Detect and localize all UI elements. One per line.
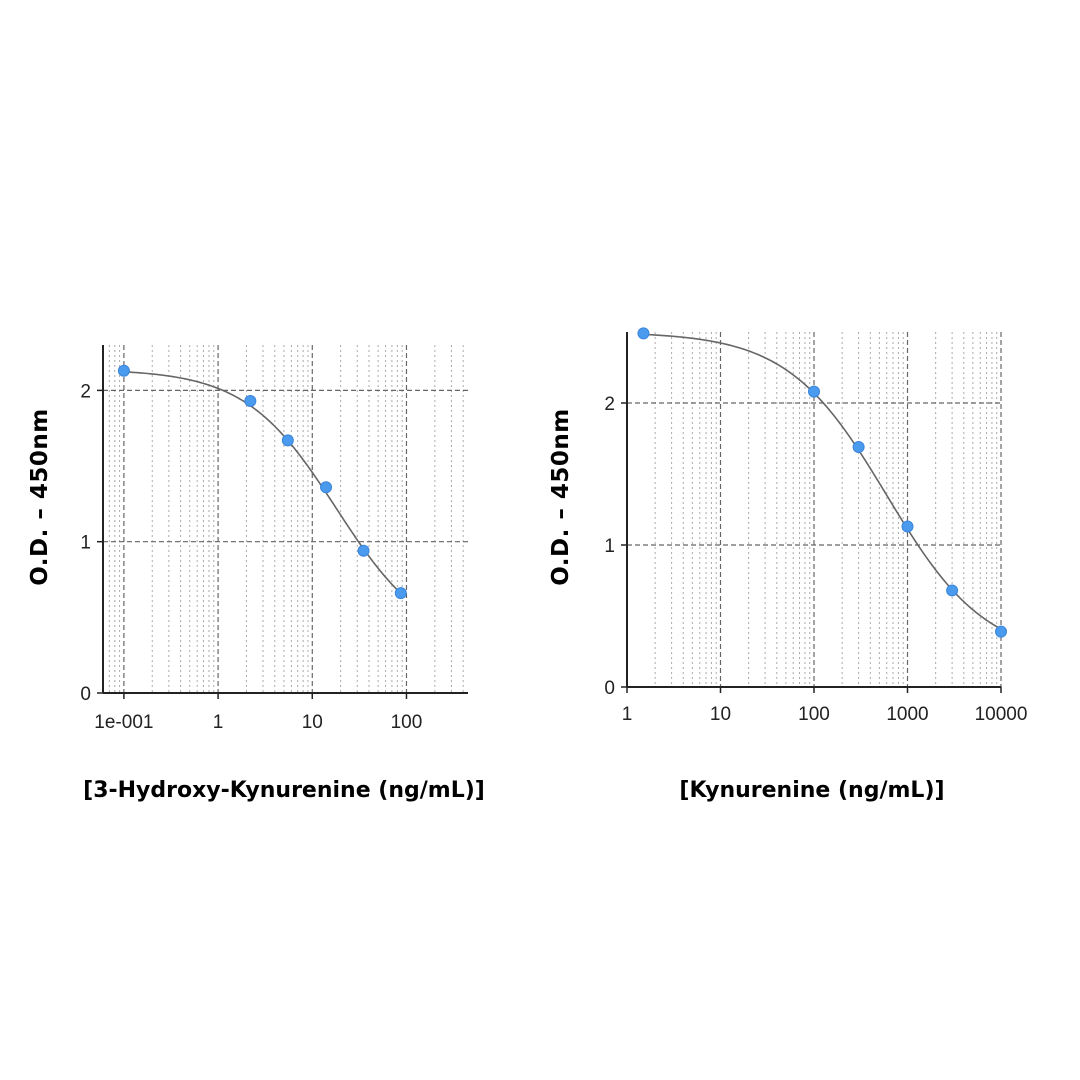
x-axis-label-left: [3-Hydroxy-Kynurenine (ng/mL)] (83, 778, 485, 803)
fit-curve (643, 333, 1002, 630)
y-axis-label-right: O.D. – 450nm (548, 408, 574, 586)
data-point (637, 327, 650, 340)
x-tick-label: 100 (798, 704, 830, 725)
data-point (320, 481, 333, 494)
data-point (244, 394, 257, 407)
data-point (808, 385, 820, 398)
x-tick-label: 10 (710, 704, 731, 725)
y-tick-label: 1 (80, 533, 91, 554)
y-tick-label: 0 (604, 678, 615, 699)
data-point (394, 587, 407, 600)
x-tick-label: 1 (213, 712, 224, 733)
x-axis-label-right: [Kynurenine (ng/mL)] (679, 778, 945, 803)
y-tick-label: 2 (604, 394, 615, 415)
x-tick-label: 1000 (886, 704, 928, 725)
y-tick-label: 1 (604, 536, 615, 557)
fit-curve (123, 370, 402, 594)
y-tick-label: 0 (80, 684, 91, 705)
x-tick-label: 1e-001 (94, 712, 153, 733)
x-tick-label: 10 (302, 712, 323, 733)
x-tick-label: 100 (391, 712, 423, 733)
x-tick-label: 10000 (975, 704, 1028, 725)
y-tick-label: 2 (80, 381, 91, 402)
data-point (995, 625, 1007, 638)
data-point (946, 584, 959, 597)
chart-left-svg: 0 1 2 1e-001 1 10 100 (80, 345, 468, 733)
data-point (281, 434, 294, 447)
x-tick-label: 1 (622, 704, 633, 725)
data-point (357, 544, 370, 557)
data-point (901, 520, 914, 533)
data-point (117, 364, 130, 377)
y-axis-label-left: O.D. – 450nm (27, 408, 53, 586)
chart-panel-left: 0 1 2 1e-001 1 10 100 O.D. – 450nm [3-Hydroxy-… (27, 345, 485, 803)
data-point (852, 441, 865, 454)
